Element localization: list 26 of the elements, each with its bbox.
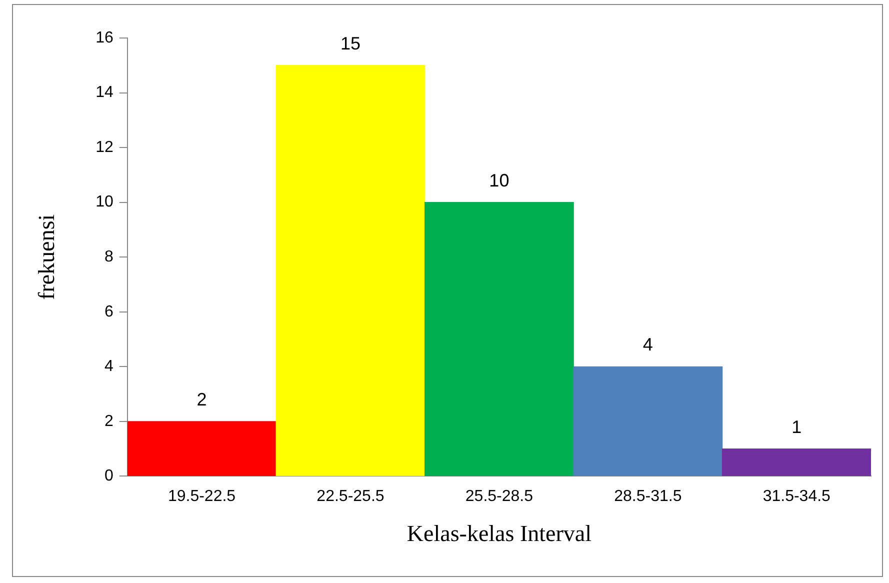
- y-tick-label: 0: [104, 468, 114, 485]
- x-tick-label: 28.5-31.5: [614, 488, 682, 506]
- data-label: 10: [489, 170, 510, 190]
- x-axis-title: Kelas-kelas Interval: [406, 521, 592, 546]
- y-tick-label: 12: [96, 138, 114, 156]
- y-tick-label: 16: [96, 29, 114, 46]
- bar: [276, 65, 426, 476]
- y-tick-label: 2: [104, 412, 114, 430]
- bar: [722, 448, 871, 476]
- y-tick-label: 8: [104, 248, 114, 266]
- y-tick-label: 10: [96, 194, 114, 211]
- data-label: 2: [196, 389, 207, 410]
- bar: [127, 421, 276, 476]
- x-tick-label: 22.5-25.5: [316, 488, 384, 506]
- y-tick-label: 4: [104, 358, 114, 376]
- y-tick-label: 14: [96, 84, 114, 102]
- data-label: 15: [340, 33, 360, 54]
- y-tick-label: 6: [104, 303, 114, 320]
- bar: [573, 366, 723, 476]
- y-axis-title: frekuensi: [34, 214, 59, 300]
- data-label: 4: [642, 334, 653, 355]
- x-tick-label: 19.5-22.5: [168, 488, 236, 506]
- x-tick-label: 31.5-34.5: [762, 488, 831, 506]
- bar: [424, 202, 574, 476]
- x-tick-label: 25.5-28.5: [465, 488, 534, 506]
- data-label: 1: [792, 416, 802, 437]
